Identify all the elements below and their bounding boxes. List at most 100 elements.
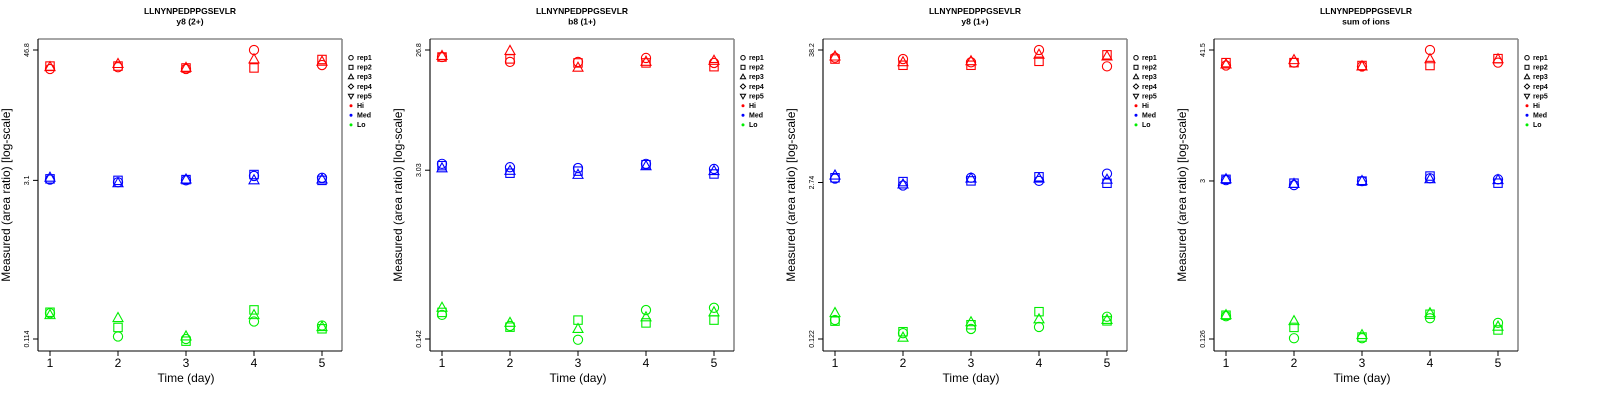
color-dot-icon <box>349 104 353 108</box>
legend-item-hi: Hi <box>741 103 756 110</box>
data-point <box>180 61 192 72</box>
legend-label: rep1 <box>1142 55 1157 62</box>
data-point <box>897 177 909 189</box>
data-point <box>504 164 516 175</box>
data-point <box>1356 59 1368 71</box>
data-point <box>1356 174 1368 186</box>
series-hi-rep3 <box>1220 52 1504 71</box>
legend-label: rep4 <box>1533 84 1548 91</box>
data-point <box>897 53 909 65</box>
data-point <box>1220 172 1232 184</box>
legend-label: rep3 <box>749 74 764 81</box>
data-point <box>1034 306 1044 317</box>
legend-label: rep4 <box>749 84 764 91</box>
legend-label: rep3 <box>1533 74 1548 81</box>
x-tick-label: 3 <box>1359 356 1366 370</box>
x-tick-label: 1 <box>439 356 446 370</box>
y-tick-label: 0.126 <box>1200 330 1207 348</box>
data-point <box>1288 53 1300 65</box>
triangle-up-icon <box>1523 73 1531 80</box>
data-point <box>1424 173 1436 184</box>
legend-item-hi: Hi <box>349 103 364 110</box>
diamond-icon <box>1523 83 1531 90</box>
legend: rep1 rep2 rep3 rep4 rep5 Hi Med Lo <box>1132 55 1157 129</box>
circle-icon <box>740 55 746 61</box>
legend-item-med: Med <box>741 113 763 120</box>
data-point <box>1492 320 1504 331</box>
data-point <box>572 61 584 72</box>
legend-item-rep1: rep1 <box>1133 55 1157 62</box>
data-point <box>45 307 55 317</box>
y-tick-label: 0.114 <box>24 330 31 347</box>
data-point <box>436 49 448 61</box>
x-tick-label: 5 <box>1495 356 1502 370</box>
legend-label: rep3 <box>357 74 372 81</box>
legend-item-hi: Hi <box>1525 103 1540 110</box>
data-point <box>1101 173 1113 184</box>
legend-item-rep4: rep4 <box>1132 83 1157 91</box>
data-point <box>181 174 191 185</box>
legend-label: rep3 <box>1142 74 1157 81</box>
x-tick-label: 2 <box>900 356 907 370</box>
y-axis-label: Measured (area ratio) [log-scale] <box>1175 108 1189 281</box>
data-point <box>436 161 448 173</box>
data-point <box>248 173 260 185</box>
x-axis-label: Time (day) <box>158 371 215 385</box>
data-point <box>708 164 720 176</box>
legend-item-rep5: rep5 <box>739 93 764 100</box>
y-axis-label: Measured (area ratio) [log-scale] <box>0 108 13 281</box>
data-point <box>829 49 841 61</box>
legend-label: rep5 <box>1142 93 1157 100</box>
legend-label: rep1 <box>357 55 372 62</box>
series-med-rep3 <box>1220 172 1504 188</box>
series-hi-rep2 <box>45 54 327 73</box>
color-dot-icon <box>1525 113 1529 117</box>
legend-label: Hi <box>749 103 756 110</box>
data-point <box>112 177 124 188</box>
legend-item-rep2: rep2 <box>348 65 372 72</box>
data-point <box>1289 322 1299 333</box>
data-point <box>1424 52 1436 64</box>
data-point <box>249 63 259 73</box>
legend-label: rep5 <box>1533 93 1548 100</box>
legend-item-rep5: rep5 <box>1132 93 1157 100</box>
data-point <box>1424 306 1436 318</box>
x-tick-label: 3 <box>968 356 975 370</box>
x-axis-label: Time (day) <box>550 371 607 385</box>
x-tick-label: 5 <box>711 356 718 370</box>
legend-item-rep2: rep2 <box>1524 65 1548 72</box>
x-axis-label: Time (day) <box>1334 371 1391 385</box>
y-tick-label: 26.8 <box>416 43 423 57</box>
data-point <box>316 55 328 66</box>
data-point <box>44 171 56 182</box>
chart-subtitle: b8 (1+) <box>568 17 596 27</box>
y-tick-label: 0.142 <box>416 330 423 348</box>
data-point <box>1357 176 1367 186</box>
legend-item-lo: Lo <box>1134 122 1151 129</box>
legend-label: rep2 <box>749 65 764 72</box>
data-point <box>181 336 191 346</box>
x-tick-label: 4 <box>643 356 650 370</box>
data-point <box>248 316 260 327</box>
color-dot-icon <box>1134 123 1138 127</box>
legend-label: Lo <box>749 122 758 129</box>
data-point <box>44 63 56 75</box>
x-tick-label: 5 <box>1104 356 1111 370</box>
color-dot-icon <box>349 113 353 117</box>
data-point <box>829 168 841 180</box>
legend-label: rep5 <box>357 93 372 100</box>
data-point <box>640 159 652 171</box>
data-point <box>113 175 123 186</box>
data-point <box>1288 333 1300 344</box>
legend-label: rep1 <box>749 55 764 62</box>
x-tick-label: 1 <box>47 356 54 370</box>
legend-item-rep5: rep5 <box>1523 93 1548 100</box>
data-point <box>572 162 584 174</box>
legend-item-med: Med <box>1134 113 1156 120</box>
data-point <box>1425 60 1435 71</box>
triangle-up-icon <box>739 73 747 80</box>
data-point <box>505 322 515 332</box>
series-med-rep2 <box>45 169 327 186</box>
chart-title: LLNYNPEDPPGSEVLR <box>144 6 236 16</box>
